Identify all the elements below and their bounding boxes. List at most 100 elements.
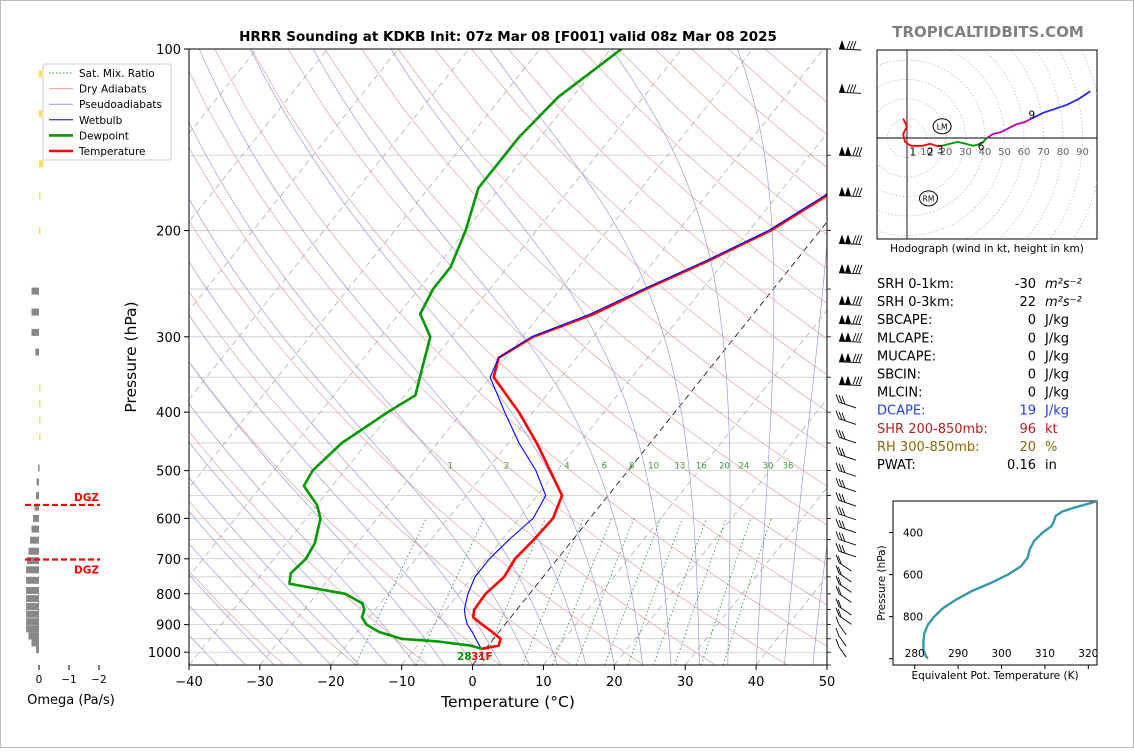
y-tick-label: 600	[156, 512, 181, 527]
mixing-ratio-line	[700, 518, 752, 665]
pseudoadiabat-line	[189, 574, 275, 665]
y-tick-label: 300	[156, 331, 181, 346]
dry-adiabat-line	[214, 49, 827, 647]
stat-label: PWAT:	[877, 458, 916, 473]
isotherm-line	[259, 49, 754, 665]
x-tick-label: −30	[246, 675, 273, 690]
dry-adiabat-line	[189, 70, 788, 665]
dry-adiabat-line	[544, 49, 827, 304]
hodograph-content: 10 20 30 40 50 60 70 80 90 1 2 3 6 9 LM RM	[877, 50, 1097, 239]
y-tick-label: 500	[156, 465, 181, 480]
pseudoadiabat-line	[189, 197, 530, 665]
wind-barb-feather	[835, 410, 840, 419]
theta-e-x-tick-label: 310	[1035, 648, 1055, 660]
dgz-label: DGZ	[74, 492, 99, 504]
pseudoadiabat-line	[812, 542, 827, 665]
skewt-axes: −40 −30 −20 −10 0 10 20 30 40 50 100 200 300 400 500 60…	[148, 43, 835, 690]
wind-barb-staff	[838, 646, 847, 658]
omega-bar	[31, 639, 39, 647]
pseudoadiabat-line	[189, 121, 558, 665]
stat-value: 20	[1019, 440, 1036, 455]
omega-bar	[28, 632, 39, 640]
omega-bar	[39, 433, 41, 441]
wind-barb-feather	[852, 235, 857, 244]
omega-tick-label: 0	[36, 674, 43, 686]
wind-barb-feather	[852, 376, 857, 385]
legend-label: Pseudoadiabats	[79, 99, 162, 111]
stat-unit: J/kg	[1044, 386, 1069, 401]
mixing-ratio-line	[653, 518, 707, 665]
wind-barb-feather	[837, 599, 842, 609]
wind-barb-feather	[835, 575, 840, 584]
chart-title: HRRR Sounding at KDKB Init: 07z Mar 08 […	[239, 29, 777, 45]
pseudoadiabat-line	[250, 49, 615, 665]
wind-barb-feather	[852, 353, 857, 362]
omega-bar	[39, 70, 42, 78]
stat-unit: in	[1045, 458, 1057, 473]
theta-e-y-tick-label: 600	[903, 570, 923, 582]
wind-barb-feather	[852, 147, 857, 156]
x-tick-label: 20	[606, 675, 623, 690]
hodograph-ring-label: 20	[940, 147, 953, 158]
mixing-ratio-label: 36	[783, 462, 794, 472]
wind-barb-staff	[838, 624, 847, 636]
y-tick-label: 200	[156, 225, 181, 240]
wind-barb-feather	[838, 544, 843, 553]
stat-unit: %	[1045, 440, 1057, 455]
omega-panel: DGZ DGZ 0 −1 −2	[25, 70, 107, 686]
wind-barb-feather	[841, 396, 846, 405]
legend-label: Temperature	[78, 146, 146, 158]
mixing-ratio-label: 13	[674, 462, 685, 472]
omega-bar	[26, 625, 39, 633]
stat-unit: m²s⁻²	[1045, 277, 1082, 292]
wind-barb-flag	[845, 186, 851, 196]
wind-barb-feather	[852, 296, 857, 305]
wind-barb-feather	[837, 609, 842, 618]
wind-barb-feather	[855, 332, 860, 342]
wind-barb-feather	[835, 585, 840, 594]
wind-barb-staff	[838, 361, 862, 364]
surface-temp-label: 28	[457, 651, 472, 663]
wind-barb-staff	[838, 242, 862, 245]
wind-barb-feather	[858, 353, 863, 362]
stat-unit: J/kg	[1044, 331, 1069, 346]
omega-bar	[26, 618, 39, 626]
wind-barb-feather	[838, 429, 843, 439]
mixing-ratio-line	[522, 518, 584, 665]
omega-bar	[27, 557, 39, 565]
mixing-ratio-label: 6	[602, 462, 607, 472]
wind-barb-feather	[841, 520, 846, 530]
stat-label: MUCAPE:	[877, 349, 936, 364]
stats-table: SRH 0-1km: -30 m²s⁻² SRH 0-3km: 22 m²s⁻² SBCAP…	[877, 277, 1082, 473]
stat-label: RH 300-850mb:	[877, 440, 980, 455]
y-tick-label: 900	[156, 619, 181, 634]
dry-adiabat-line	[471, 49, 827, 376]
wind-barb-feather	[858, 264, 863, 273]
omega-bar	[38, 464, 40, 472]
wind-barb-feather	[849, 40, 854, 50]
stat-value: -30	[1015, 277, 1036, 292]
omega-bar	[35, 348, 39, 356]
stat-label: MLCIN:	[877, 386, 922, 401]
wind-barb-feather	[849, 84, 854, 93]
mixing-ratio-line	[551, 518, 612, 665]
wind-barb-staff	[838, 635, 847, 647]
mixing-ratio-line	[415, 518, 485, 665]
mixing-ratio-label: 10	[648, 462, 659, 472]
hodograph-ring-label: 40	[979, 147, 992, 158]
mixing-ratio-label: 1	[447, 462, 452, 472]
wind-barb-feather	[855, 353, 860, 362]
dry-adiabat-line	[361, 49, 827, 487]
wind-barb-feather	[838, 463, 843, 472]
dry-adiabat-line	[508, 49, 827, 340]
wind-barb-feather	[838, 506, 843, 516]
wind-barb-flag	[845, 352, 851, 362]
isotherm-line	[330, 49, 824, 665]
wind-barb-feather	[837, 587, 842, 596]
wind-barb-staff	[838, 91, 862, 94]
wind-barb-feather	[852, 332, 857, 342]
legend-label: Wetbulb	[79, 115, 123, 127]
mixing-ratio-line	[627, 518, 683, 665]
wind-barb-feather	[835, 616, 840, 625]
storm-motion-marker	[919, 190, 938, 207]
